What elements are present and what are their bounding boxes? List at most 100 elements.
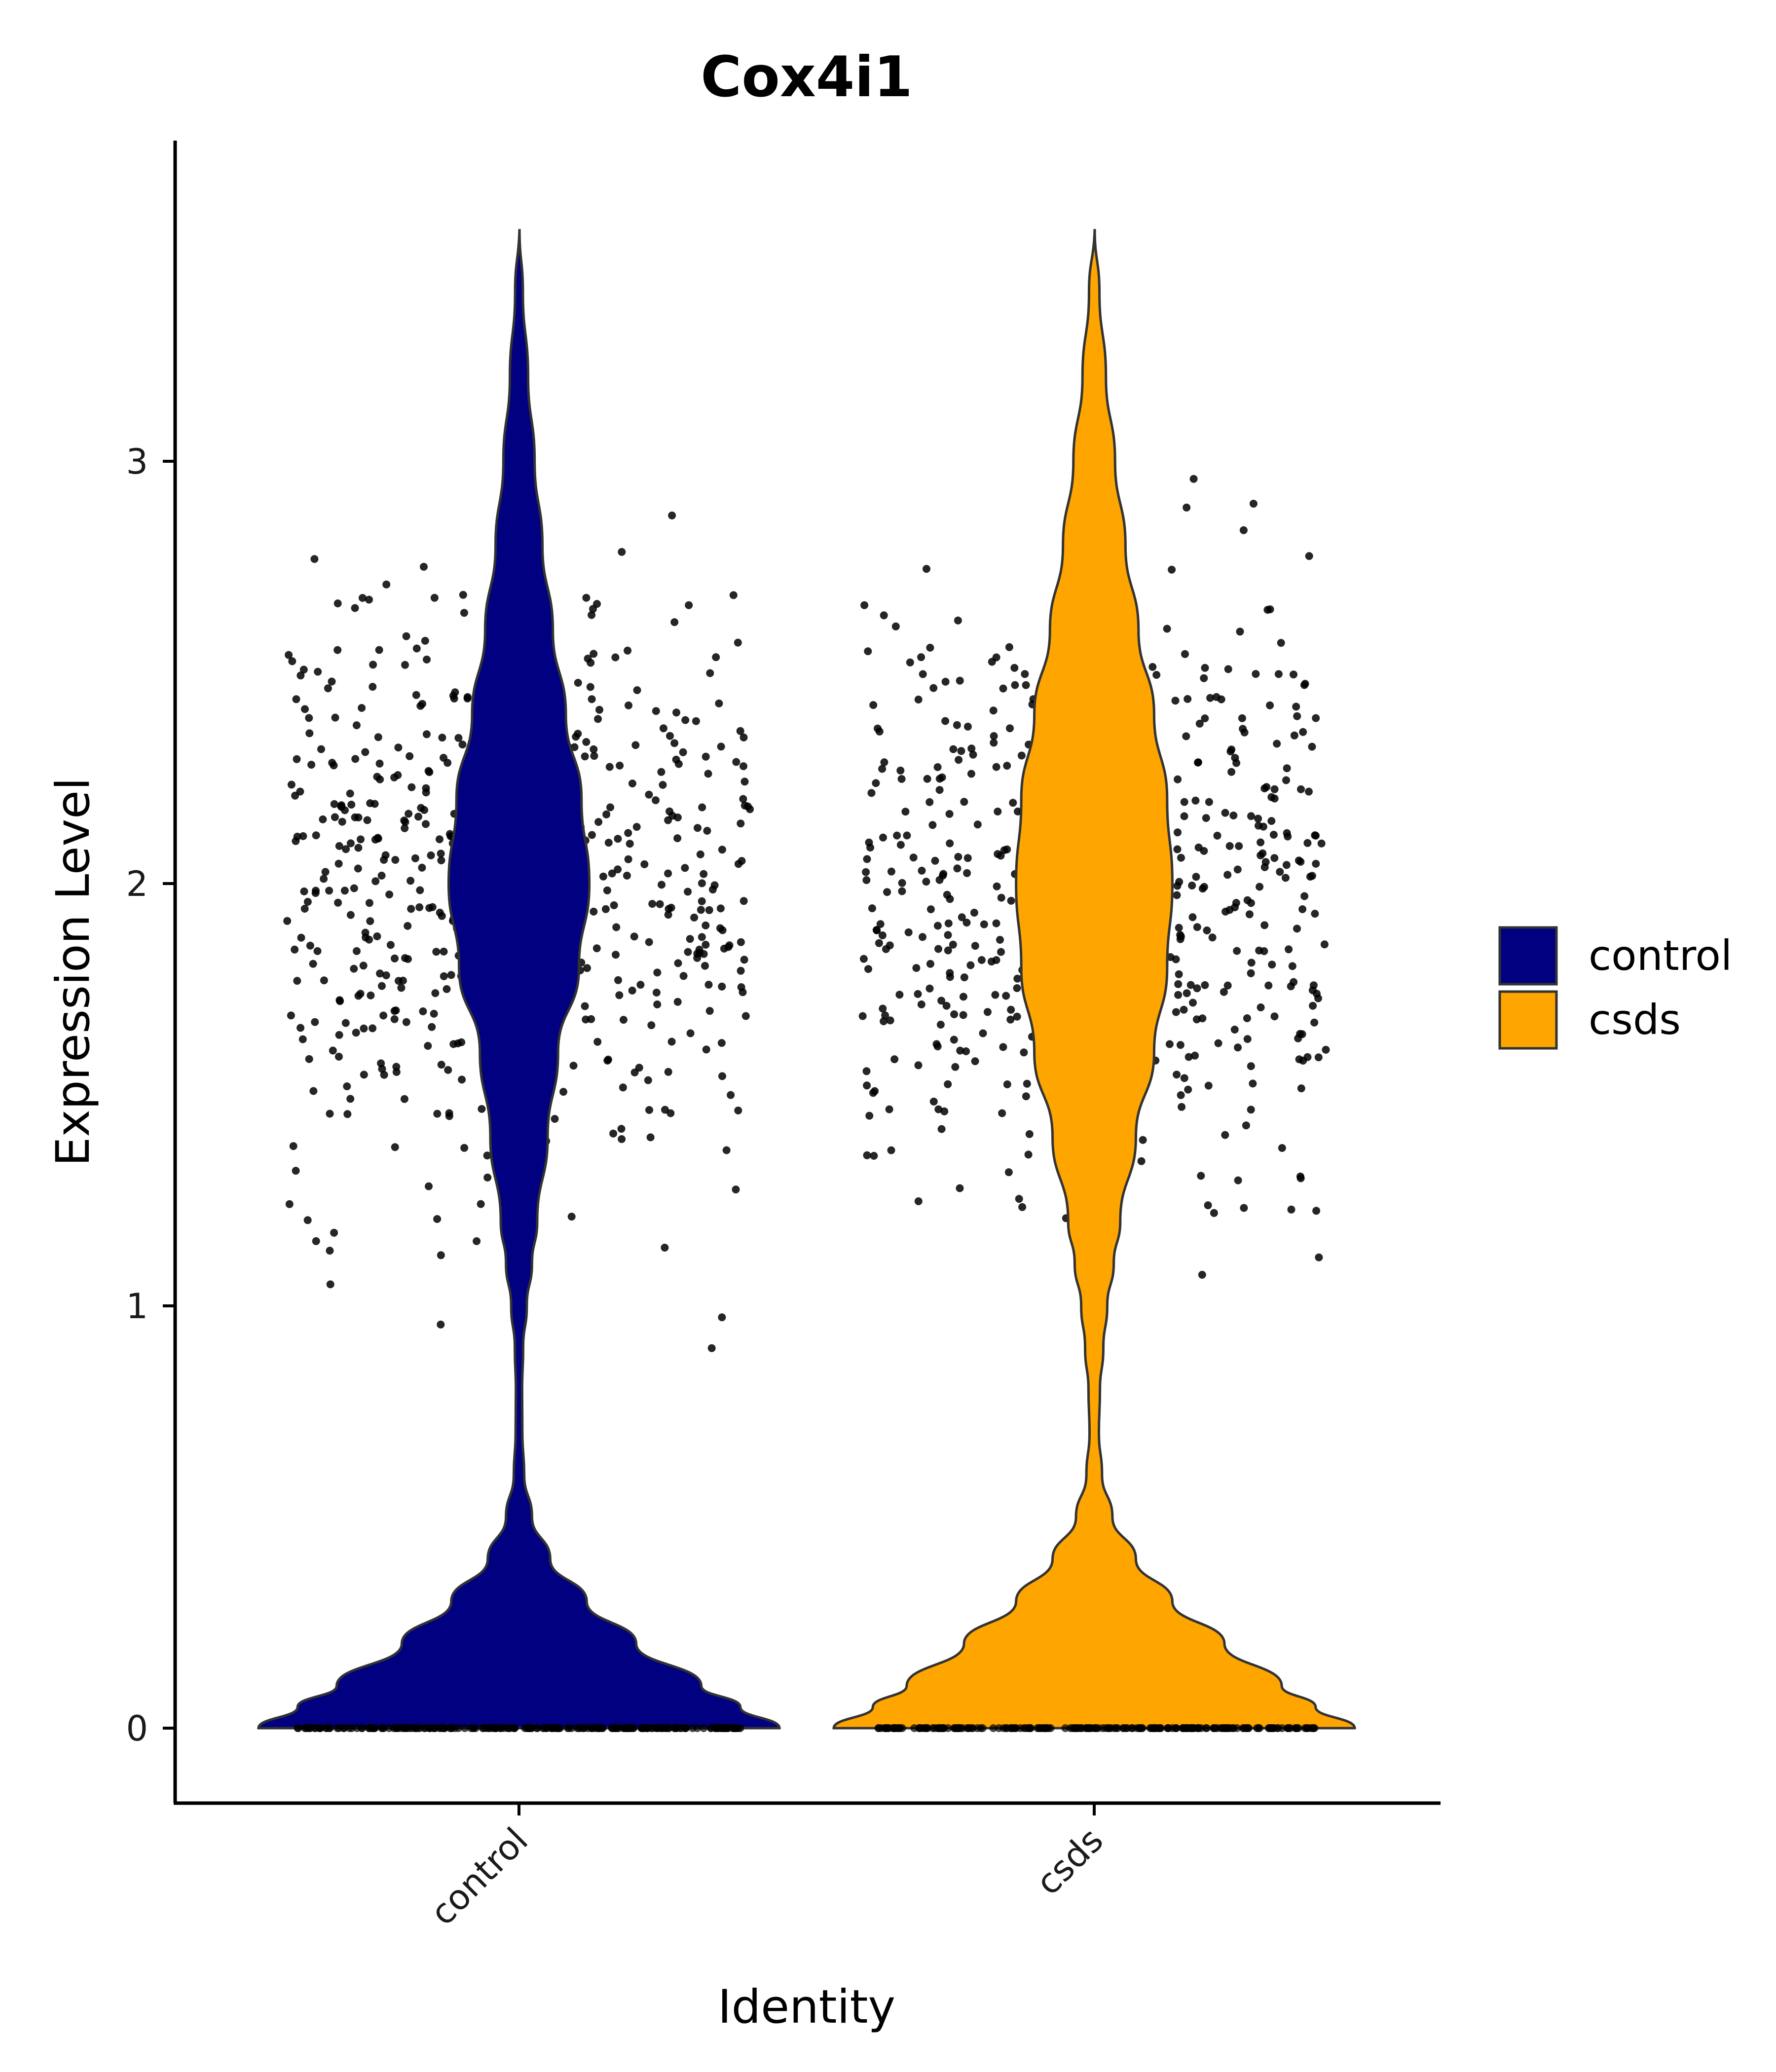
point-csds xyxy=(1005,643,1013,651)
point-control xyxy=(715,699,723,707)
point-control xyxy=(378,1065,386,1073)
point-csds xyxy=(1273,740,1281,748)
point-control xyxy=(619,1083,627,1092)
point-control xyxy=(335,1031,343,1039)
point-csds xyxy=(863,1151,871,1159)
point-control xyxy=(636,981,645,989)
point-csds xyxy=(1281,874,1290,882)
point-csds xyxy=(875,939,883,947)
point-csds xyxy=(881,1011,889,1020)
point-csds xyxy=(1004,1168,1013,1177)
point-control xyxy=(288,657,296,666)
point-csds xyxy=(1186,981,1195,989)
zero-point-control xyxy=(522,1724,531,1732)
point-csds xyxy=(1022,681,1030,689)
point-csds xyxy=(979,1029,987,1037)
point-csds xyxy=(951,1063,960,1071)
point-control xyxy=(718,926,727,934)
point-csds xyxy=(1256,883,1264,891)
point-csds xyxy=(1231,903,1239,912)
zero-point-csds xyxy=(939,1724,948,1732)
point-control xyxy=(696,850,704,858)
point-csds xyxy=(918,866,926,875)
zero-point-control xyxy=(555,1724,564,1732)
point-csds xyxy=(1297,785,1305,793)
zero-point-csds xyxy=(1270,1724,1278,1732)
point-control xyxy=(305,729,314,738)
point-control xyxy=(460,609,468,617)
point-control xyxy=(373,773,381,781)
point-control xyxy=(724,943,733,951)
point-csds xyxy=(1006,1015,1015,1024)
point-control xyxy=(292,695,300,703)
point-csds xyxy=(1322,1045,1330,1054)
point-control xyxy=(328,677,336,686)
point-csds xyxy=(998,1109,1006,1117)
point-csds xyxy=(946,839,954,848)
point-csds xyxy=(862,1067,871,1075)
point-control xyxy=(343,1082,351,1090)
point-control xyxy=(559,1088,567,1096)
zero-point-csds xyxy=(1046,1724,1055,1732)
zero-point-csds xyxy=(1012,1724,1020,1732)
zero-point-csds xyxy=(1179,1724,1187,1732)
point-control xyxy=(285,1200,294,1208)
point-control xyxy=(346,839,355,848)
point-csds xyxy=(1184,1053,1193,1061)
point-csds xyxy=(956,1184,964,1192)
point-control xyxy=(299,832,307,840)
point-csds xyxy=(997,948,1005,956)
point-csds xyxy=(1230,1026,1239,1034)
zero-point-csds xyxy=(989,1724,998,1732)
point-control xyxy=(732,1185,740,1194)
point-csds xyxy=(917,653,925,662)
zero-point-csds xyxy=(1002,1724,1010,1732)
point-csds xyxy=(1308,986,1317,995)
point-control xyxy=(440,972,448,980)
zero-point-control xyxy=(672,1724,680,1732)
zero-point-control xyxy=(688,1724,697,1732)
point-csds xyxy=(1148,663,1157,671)
point-control xyxy=(661,1244,669,1252)
point-control xyxy=(626,840,634,848)
point-control xyxy=(718,846,726,854)
zero-point-csds xyxy=(1135,1724,1144,1732)
x-axis-ticks: control csds xyxy=(422,1803,1111,1933)
point-csds xyxy=(1003,1080,1011,1088)
point-control xyxy=(397,984,406,992)
point-control xyxy=(601,905,610,913)
point-control xyxy=(303,1216,312,1224)
point-control xyxy=(686,1029,695,1037)
point-csds xyxy=(1178,1103,1186,1111)
point-csds xyxy=(935,876,944,884)
point-control xyxy=(740,956,748,964)
point-control xyxy=(423,655,431,664)
point-csds xyxy=(912,964,921,972)
zero-point-control xyxy=(353,1724,361,1732)
point-csds xyxy=(1267,817,1276,825)
point-csds xyxy=(917,1000,925,1008)
point-csds xyxy=(896,766,905,775)
point-control xyxy=(300,887,308,895)
point-csds xyxy=(1180,798,1188,806)
point-csds xyxy=(865,1111,874,1120)
point-csds xyxy=(1014,807,1022,815)
point-control xyxy=(292,837,300,845)
point-csds xyxy=(1262,783,1271,791)
point-csds xyxy=(914,1197,923,1205)
point-control xyxy=(734,638,742,647)
point-csds xyxy=(954,616,962,625)
point-csds xyxy=(1306,873,1314,881)
point-control xyxy=(702,752,710,761)
point-csds xyxy=(1003,845,1011,853)
point-control xyxy=(306,941,314,950)
point-control xyxy=(379,1011,388,1020)
point-control xyxy=(289,1142,297,1150)
point-control xyxy=(296,671,305,680)
point-csds xyxy=(1292,703,1300,711)
point-csds xyxy=(992,763,1000,771)
point-csds xyxy=(983,1008,992,1016)
point-csds xyxy=(993,882,1001,890)
point-csds xyxy=(962,919,971,927)
point-control xyxy=(592,944,601,953)
